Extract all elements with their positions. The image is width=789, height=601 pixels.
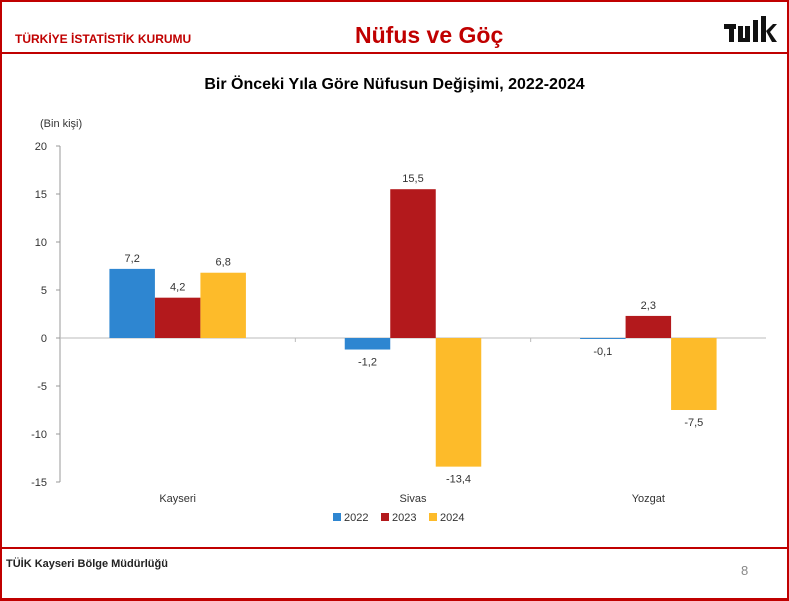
bar-2024-yozgat <box>671 338 717 410</box>
y-tick-label: 10 <box>35 237 47 249</box>
bar-2023-sivas <box>390 189 436 338</box>
y-tick-label: -5 <box>37 381 47 393</box>
bar-2022-yozgat <box>580 338 626 339</box>
data-label: 6,8 <box>216 257 231 269</box>
bar-2024-sivas <box>435 338 482 467</box>
data-label: 2,3 <box>641 300 656 312</box>
chart-title: Bir Önceki Yıla Göre Nüfusun Değişimi, 2… <box>204 76 585 93</box>
y-axis-label: (Bin kişi) <box>40 118 82 130</box>
slide-title: Nüfus ve Göç <box>355 22 504 48</box>
page-number: 8 <box>741 563 749 578</box>
bar-2022-kayseri <box>109 268 155 338</box>
y-tick-label: 5 <box>41 285 47 297</box>
tuik-logo <box>724 16 777 42</box>
bar-2023-kayseri <box>154 297 201 338</box>
data-label: -0,1 <box>593 346 612 358</box>
y-tick-label: -15 <box>31 477 47 489</box>
bar-2022-sivas <box>344 338 391 350</box>
y-tick-label: 0 <box>41 333 47 345</box>
data-label: -7,5 <box>684 417 703 429</box>
legend-swatch-2022 <box>333 513 341 521</box>
data-label: 7,2 <box>125 253 140 265</box>
bar-2023-yozgat <box>625 315 672 338</box>
data-label: -13,4 <box>446 474 471 486</box>
footer-text: TÜİK Kayseri Bölge Müdürlüğü <box>6 558 168 570</box>
x-tick-label: Sivas <box>400 493 427 505</box>
y-tick-label: 20 <box>35 141 47 153</box>
footer-divider <box>0 547 789 549</box>
data-label: -1,2 <box>358 357 377 369</box>
legend-label: 2024 <box>440 512 464 524</box>
legend-label: 2022 <box>344 512 368 524</box>
data-label: 15,5 <box>402 173 423 185</box>
x-tick-label: Kayseri <box>159 493 196 505</box>
legend-swatch-2024 <box>429 513 437 521</box>
x-tick-label: Yozgat <box>632 493 665 505</box>
data-label: 4,2 <box>170 282 185 294</box>
legend-swatch-2023 <box>381 513 389 521</box>
y-tick-label: -10 <box>31 429 47 441</box>
legend-label: 2023 <box>392 512 416 524</box>
bar-2024-kayseri <box>200 272 246 338</box>
y-tick-label: 15 <box>35 189 47 201</box>
organization-name: TÜRKİYE İSTATİSTİK KURUMU <box>15 32 192 46</box>
header-divider <box>0 52 789 54</box>
